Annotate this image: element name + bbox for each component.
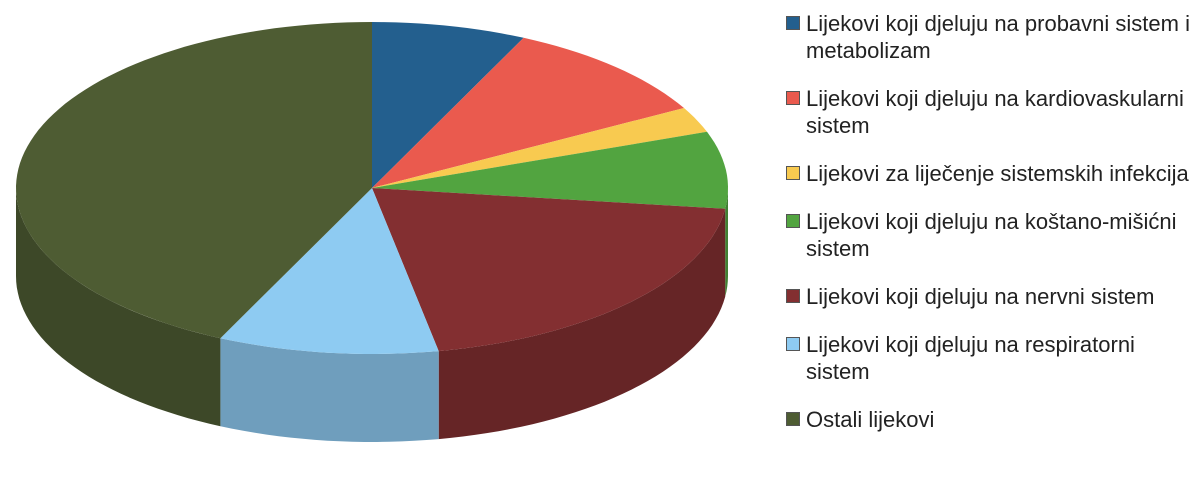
slice xyxy=(372,108,707,188)
slice-side xyxy=(220,338,439,442)
slice-side xyxy=(16,188,221,427)
legend-label: Lijekovi koji djeluju na kardiovaskularn… xyxy=(806,86,1184,138)
slice-side xyxy=(725,188,728,297)
slice xyxy=(220,188,439,354)
legend-swatch xyxy=(786,412,800,426)
legend-item: Lijekovi koji djeluju na respiratorni si… xyxy=(786,331,1198,385)
legend-swatch xyxy=(786,337,800,351)
legend-swatch xyxy=(786,16,800,30)
legend-label: Lijekovi za liječenje sistemskih infekci… xyxy=(806,161,1189,186)
slice xyxy=(372,131,728,209)
legend-swatch xyxy=(786,91,800,105)
legend-label: Lijekovi koji djeluju na koštano-mišićni… xyxy=(806,209,1177,261)
slice xyxy=(372,37,684,188)
slice xyxy=(372,22,524,188)
slice xyxy=(372,188,726,352)
legend-item: Ostali lijekovi xyxy=(786,406,1198,433)
legend-swatch xyxy=(786,166,800,180)
slice xyxy=(16,22,372,339)
legend-item: Lijekovi koji djeluju na nervni sistem xyxy=(786,283,1198,310)
legend-item: Lijekovi za liječenje sistemskih infekci… xyxy=(786,160,1198,187)
legend-swatch xyxy=(786,214,800,228)
legend-item: Lijekovi koji djeluju na koštano-mišićni… xyxy=(786,208,1198,262)
chart xyxy=(16,22,728,442)
legend: Lijekovi koji djeluju na probavni sistem… xyxy=(786,10,1198,454)
legend-swatch xyxy=(786,289,800,303)
legend-label: Ostali lijekovi xyxy=(806,407,935,432)
legend-label: Lijekovi koji djeluju na respiratorni si… xyxy=(806,332,1135,384)
legend-item: Lijekovi koji djeluju na probavni sistem… xyxy=(786,10,1198,64)
slice-side xyxy=(438,208,726,440)
legend-item: Lijekovi koji djeluju na kardiovaskularn… xyxy=(786,85,1198,139)
legend-label: Lijekovi koji djeluju na probavni sistem… xyxy=(806,11,1190,63)
legend-label: Lijekovi koji djeluju na nervni sistem xyxy=(806,284,1155,309)
